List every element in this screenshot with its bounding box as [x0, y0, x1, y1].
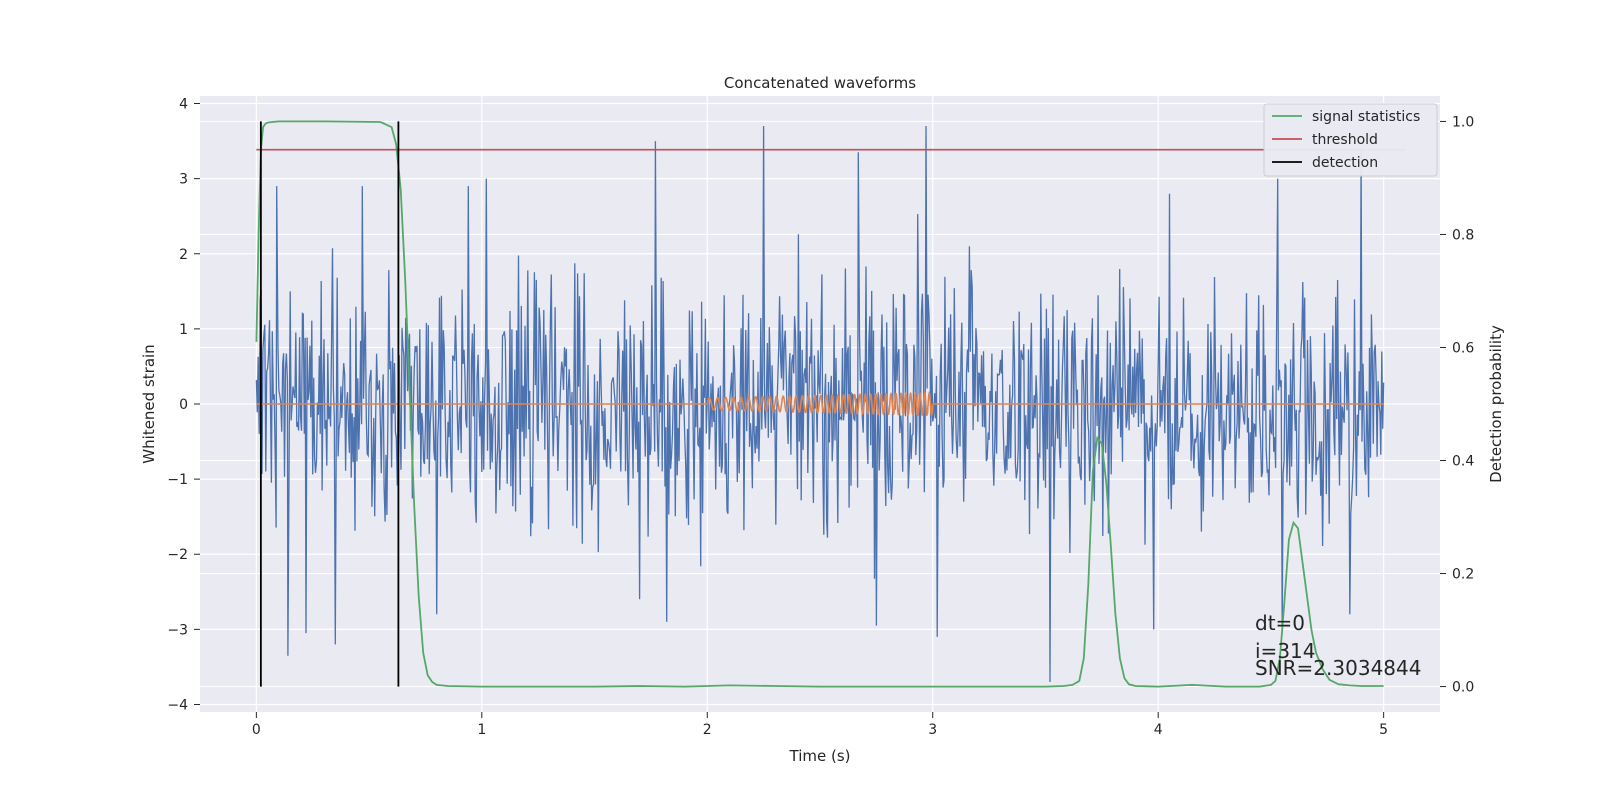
x-axis: 0 1 2 3 4 5: [252, 712, 1388, 738]
strain-series: [255, 125, 1385, 683]
y-tick-label: 2: [179, 247, 188, 263]
legend-label-signal-statistics: signal statistics: [1312, 109, 1420, 125]
x-tick-label: 2: [703, 722, 712, 738]
y2-tick-label: 0.8: [1452, 227, 1474, 243]
y2-tick-label: 0.4: [1452, 454, 1474, 470]
y2-tick-label: 0.0: [1452, 680, 1474, 696]
annotation-dt: dt=0: [1255, 611, 1305, 635]
chart-title: Concatenated waveforms: [724, 74, 916, 92]
legend: signal statistics threshold detection: [1263, 103, 1438, 177]
y-tick-label: 0: [179, 397, 188, 413]
x-tick-label: 4: [1154, 722, 1163, 738]
annotation-snr: SNR=2.3034844: [1255, 656, 1421, 680]
x-tick-label: 0: [252, 722, 261, 738]
y-axis-label: Whitened strain: [140, 344, 158, 463]
y-axis: −4 −3 −2 −1 0 1 2 3 4: [167, 97, 200, 713]
annotation-index: i=314: [1255, 639, 1316, 663]
y2-tick-label: 0.6: [1452, 340, 1474, 356]
legend-box: [1263, 103, 1438, 177]
legend-label-threshold: threshold: [1312, 132, 1378, 148]
y-tick-label: −4: [167, 697, 188, 713]
x-tick-label: 1: [477, 722, 486, 738]
y2-tick-label: 1.0: [1452, 114, 1474, 130]
y2-tick-label: 0.2: [1452, 567, 1474, 583]
y2-axis-label: Detection probability: [1487, 325, 1505, 483]
injection-chirp: [706, 390, 934, 417]
strain-line: [255, 125, 1385, 683]
y-tick-label: 4: [179, 97, 188, 113]
y-tick-label: −2: [167, 547, 188, 563]
probability-series: [255, 120, 1407, 688]
x-tick-label: 3: [928, 722, 937, 738]
y-tick-label: 3: [179, 172, 188, 188]
x-axis-label: Time (s): [789, 747, 851, 765]
y-tick-label: −3: [167, 622, 188, 638]
x-tick-label: 5: [1379, 722, 1388, 738]
y2-axis: 0.0 0.2 0.4 0.6 0.8 1.0: [1440, 114, 1474, 696]
y-tick-label: −1: [167, 472, 188, 488]
legend-label-detection: detection: [1312, 155, 1378, 171]
y-tick-label: 1: [179, 322, 188, 338]
injection-series: [256, 390, 1384, 417]
